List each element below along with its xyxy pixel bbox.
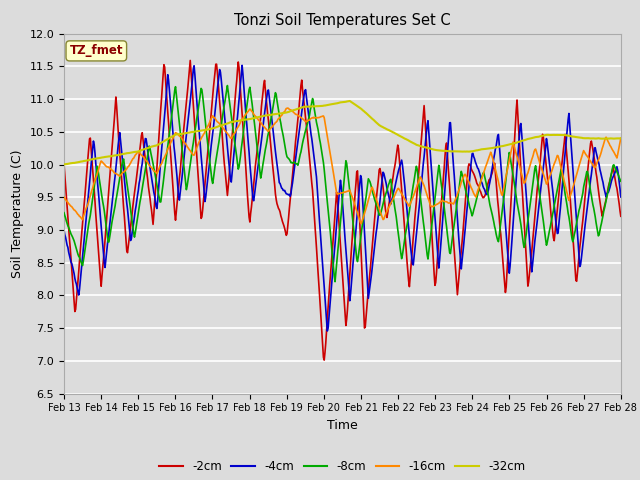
-4cm (214, 86, 221, 92)
-8cm (127, 213, 135, 218)
-2cm (214, 79, 222, 85)
-16cm (617, 135, 625, 141)
-16cm (70, 207, 78, 213)
-4cm (323, 328, 331, 334)
-32cm (70, 160, 78, 166)
-2cm (186, 58, 194, 63)
-32cm (214, 124, 221, 130)
-4cm (60, 228, 68, 233)
-4cm (127, 236, 135, 241)
-2cm (184, 84, 192, 90)
-8cm (214, 148, 221, 154)
-16cm (184, 144, 192, 150)
X-axis label: Time: Time (327, 419, 358, 432)
-2cm (321, 357, 328, 363)
-16cm (358, 221, 365, 227)
-2cm (70, 299, 78, 304)
-32cm (127, 150, 135, 156)
Line: -8cm: -8cm (64, 85, 621, 282)
-8cm (428, 222, 436, 228)
-8cm (184, 178, 192, 184)
-2cm (428, 231, 436, 237)
-8cm (223, 83, 231, 88)
Legend: -2cm, -4cm, -8cm, -16cm, -32cm: -2cm, -4cm, -8cm, -16cm, -32cm (154, 455, 531, 478)
-2cm (60, 161, 68, 167)
-8cm (617, 179, 625, 184)
-32cm (428, 146, 435, 152)
-8cm (332, 279, 339, 285)
-8cm (60, 210, 68, 216)
Line: -4cm: -4cm (64, 65, 621, 331)
-4cm (70, 271, 78, 276)
-16cm (127, 158, 135, 164)
Y-axis label: Soil Temperature (C): Soil Temperature (C) (11, 149, 24, 278)
-32cm (617, 135, 625, 141)
-8cm (412, 168, 419, 173)
-4cm (412, 240, 419, 245)
-4cm (617, 194, 625, 200)
-16cm (214, 119, 221, 125)
-2cm (412, 207, 419, 213)
-2cm (127, 217, 135, 223)
Line: -16cm: -16cm (64, 108, 621, 224)
Text: TZ_fmet: TZ_fmet (70, 44, 123, 58)
-4cm (184, 119, 192, 124)
-16cm (60, 194, 68, 200)
-16cm (428, 204, 436, 210)
-16cm (284, 105, 292, 111)
-32cm (411, 141, 419, 147)
Line: -32cm: -32cm (64, 101, 621, 164)
Title: Tonzi Soil Temperatures Set C: Tonzi Soil Temperatures Set C (234, 13, 451, 28)
-2cm (617, 214, 625, 219)
-8cm (70, 238, 78, 244)
-32cm (184, 130, 192, 136)
-4cm (428, 171, 436, 177)
-32cm (346, 98, 353, 104)
-4cm (238, 62, 246, 68)
-32cm (60, 161, 68, 167)
-16cm (412, 187, 419, 192)
Line: -2cm: -2cm (64, 60, 621, 360)
